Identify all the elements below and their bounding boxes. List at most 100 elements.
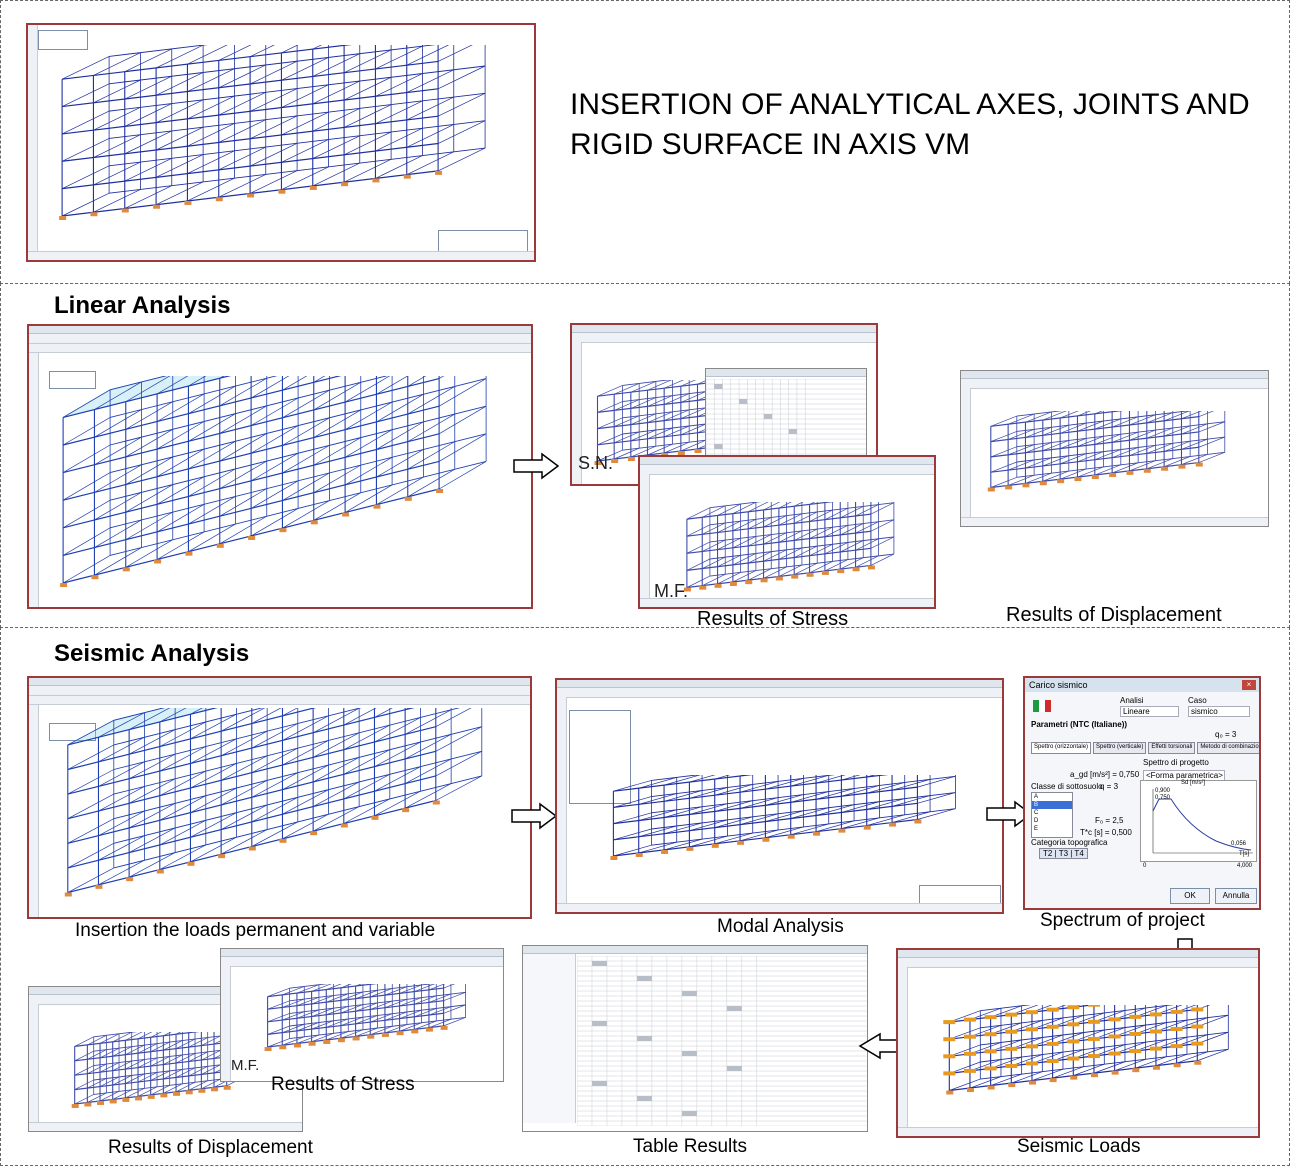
classe-list[interactable]: A B C D E [1031,792,1073,838]
analisi-select[interactable]: Lineare [1120,706,1179,717]
caso-label: Caso [1188,696,1207,705]
tab-spettro-verticale[interactable]: Spettro (verticale) [1093,742,1147,754]
toolbar [898,958,1258,968]
classe-item[interactable]: D [1034,818,1039,824]
categoria-value[interactable]: T2 | T3 | T4 [1039,848,1088,859]
toolbar-secondary [29,696,530,705]
q0-field[interactable]: q₀ = 3 [1215,730,1237,739]
categoria-label: Categoria topografica [1031,838,1108,847]
screenshot-seismic-loads-model [27,676,532,919]
italy-flag-icon [1033,700,1051,712]
toolbar [961,379,1268,389]
left-toolbar [29,353,39,607]
annulla-button[interactable]: Annulla [1215,888,1257,904]
menu-bar [523,946,867,954]
seismic-loads-label: Insertion the loads permanent and variab… [75,920,436,941]
structure-3d-view [264,984,467,1051]
screenshot-seismic-loads [896,948,1260,1138]
info-box [49,371,96,389]
menu-bar [961,371,1268,379]
menu-bar [572,325,876,333]
modal-analysis-label: Modal Analysis [717,916,844,937]
value-900: 0,900 [1155,788,1171,794]
classe-item[interactable]: E [1034,826,1039,832]
toolbar [572,333,876,343]
menu-bar [221,949,503,957]
status-bar [961,517,1268,526]
close-icon[interactable]: × [1242,680,1256,690]
dialog-title: Carico sismico [1025,678,1259,692]
structure-3d-view [987,411,1226,492]
classe-item[interactable]: C [1034,810,1039,816]
structure-3d-view [59,45,486,220]
modal-info-box [569,710,631,804]
seismic-loads-result-label: Seismic Loads [1017,1136,1141,1157]
screenshot-spectrum-dialog: Carico sismico × Analisi Caso Lineare si… [1023,676,1261,910]
left-toolbar [29,1004,39,1131]
tag-sn: S.N. [578,453,614,473]
ag-field[interactable]: a_gd [m/s²] = 0,750 [1070,770,1140,779]
screenshot-table-results [522,945,868,1132]
screenshot-displacement [960,370,1269,527]
spettro-label: Spettro di progetto [1143,758,1209,767]
tc-field[interactable]: T*c [s] = 0,500 [1080,828,1132,837]
structure-3d-view [64,708,483,897]
tab-spettro-orizzontale[interactable]: Spettro (orizzontale) [1031,742,1092,754]
fo-field[interactable]: F₀ = 2,5 [1095,816,1124,825]
arrow-right-icon [511,802,558,830]
left-toolbar [28,25,38,260]
status-bar [557,903,1002,912]
dialog-tabs: Spettro (orizzontale) Spettro (verticale… [1031,742,1259,754]
screenshot-linear-model [27,324,533,609]
left-toolbar [29,705,39,917]
status-bar [898,1127,1258,1136]
left-toolbar [221,966,231,1081]
x-axis-start: 0 [1143,863,1147,869]
linear-heading: Linear Analysis [54,292,231,319]
ok-button[interactable]: OK [1170,888,1210,904]
seismic-stress-label: Results of Stress [271,1074,415,1095]
menu-bar [29,987,302,995]
toolbar [557,688,1002,698]
page-title: INSERTION OF ANALYTICAL AXES, JOINTS AND… [570,88,1250,161]
info-box [38,30,88,50]
structure-3d-view [683,502,895,592]
structure-3d-view [60,376,487,587]
toolbar [29,995,302,1005]
caso-select[interactable]: sismico [1188,706,1250,717]
structure-3d-view [943,1005,1229,1095]
menu-bar [29,326,531,334]
analisi-label: Analisi [1120,696,1144,705]
tag-mf: M.F. [231,1057,260,1074]
screenshot-seismic-stress: M.F. [220,948,504,1082]
spectrum-curve [1152,789,1253,854]
menu-bar [29,678,530,686]
linear-displacement-label: Results of Displacement [1006,604,1222,626]
x-axis-end: 4,000 [1237,863,1253,869]
seismic-displacement-label: Results of Displacement [108,1137,313,1158]
classe-item[interactable]: B [1032,801,1072,809]
sd-label: Sd [m/s²] [1181,780,1206,786]
toolbar [221,957,503,967]
status-bar [28,251,534,260]
status-bar [29,1122,302,1131]
seismic-heading: Seismic Analysis [54,640,250,667]
classe-label: Classe di sottosuolo [1031,782,1103,791]
screenshot-stress-mf: M.F. [638,455,936,609]
q-field[interactable]: q = 3 [1100,782,1119,791]
menu-bar [706,369,866,377]
screenshot-modal-analysis [555,678,1004,914]
classe-item[interactable]: A [1034,794,1039,800]
left-toolbar [640,474,650,607]
menu-bar [898,950,1258,958]
structure-3d-view [610,775,956,860]
tag-mf: M.F. [654,581,688,601]
tab-metodo-combinazione[interactable]: Metodo di combinazione [1197,742,1259,754]
tab-effetti-torsionali[interactable]: Effetti torsionali [1148,742,1196,754]
status-bar [640,598,934,607]
spectrum-chart: Sd [m/s²] 0,900 0,750 0,056 T[s] [1140,780,1257,862]
arrow-right-icon [513,452,560,480]
ts-label: T[s] [1239,851,1249,857]
left-toolbar [572,342,582,484]
left-toolbar [898,967,908,1136]
